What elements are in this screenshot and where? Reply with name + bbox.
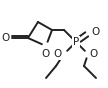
- Text: P: P: [73, 37, 79, 47]
- Text: O: O: [42, 49, 50, 59]
- Text: O: O: [92, 27, 100, 37]
- Text: O: O: [54, 49, 62, 59]
- Text: O: O: [2, 33, 10, 43]
- Text: O: O: [90, 49, 98, 59]
